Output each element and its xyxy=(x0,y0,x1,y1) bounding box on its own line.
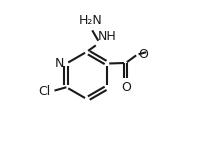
Text: H₂N: H₂N xyxy=(79,14,103,27)
Text: NH: NH xyxy=(98,30,116,43)
Text: Cl: Cl xyxy=(38,85,50,98)
Text: N: N xyxy=(54,57,64,70)
Text: O: O xyxy=(121,81,131,94)
Text: O: O xyxy=(139,48,148,61)
